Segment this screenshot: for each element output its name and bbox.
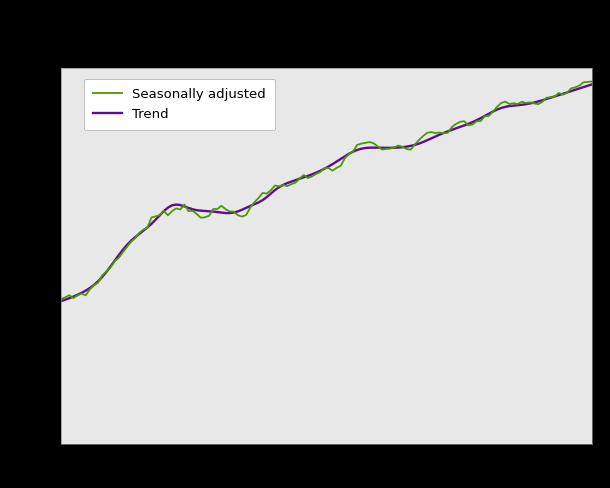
Trend — [588, 81, 595, 87]
Seasonally adjusted — [436, 130, 443, 136]
Seasonally adjusted — [506, 101, 513, 107]
Legend: Seasonally adjusted, Trend: Seasonally adjusted, Trend — [84, 79, 275, 130]
Seasonally adjusted — [57, 296, 65, 302]
Line: Trend: Trend — [61, 84, 592, 301]
Trend — [506, 103, 513, 109]
Trend — [57, 298, 65, 304]
Line: Seasonally adjusted: Seasonally adjusted — [61, 81, 592, 299]
Trend — [522, 102, 529, 107]
Trend — [543, 96, 550, 102]
Trend — [436, 132, 443, 138]
Seasonally adjusted — [588, 79, 595, 84]
Trend — [345, 151, 353, 157]
Seasonally adjusted — [543, 95, 550, 101]
Seasonally adjusted — [522, 100, 529, 106]
Seasonally adjusted — [345, 151, 353, 157]
Seasonally adjusted — [82, 292, 89, 298]
Trend — [82, 288, 89, 294]
